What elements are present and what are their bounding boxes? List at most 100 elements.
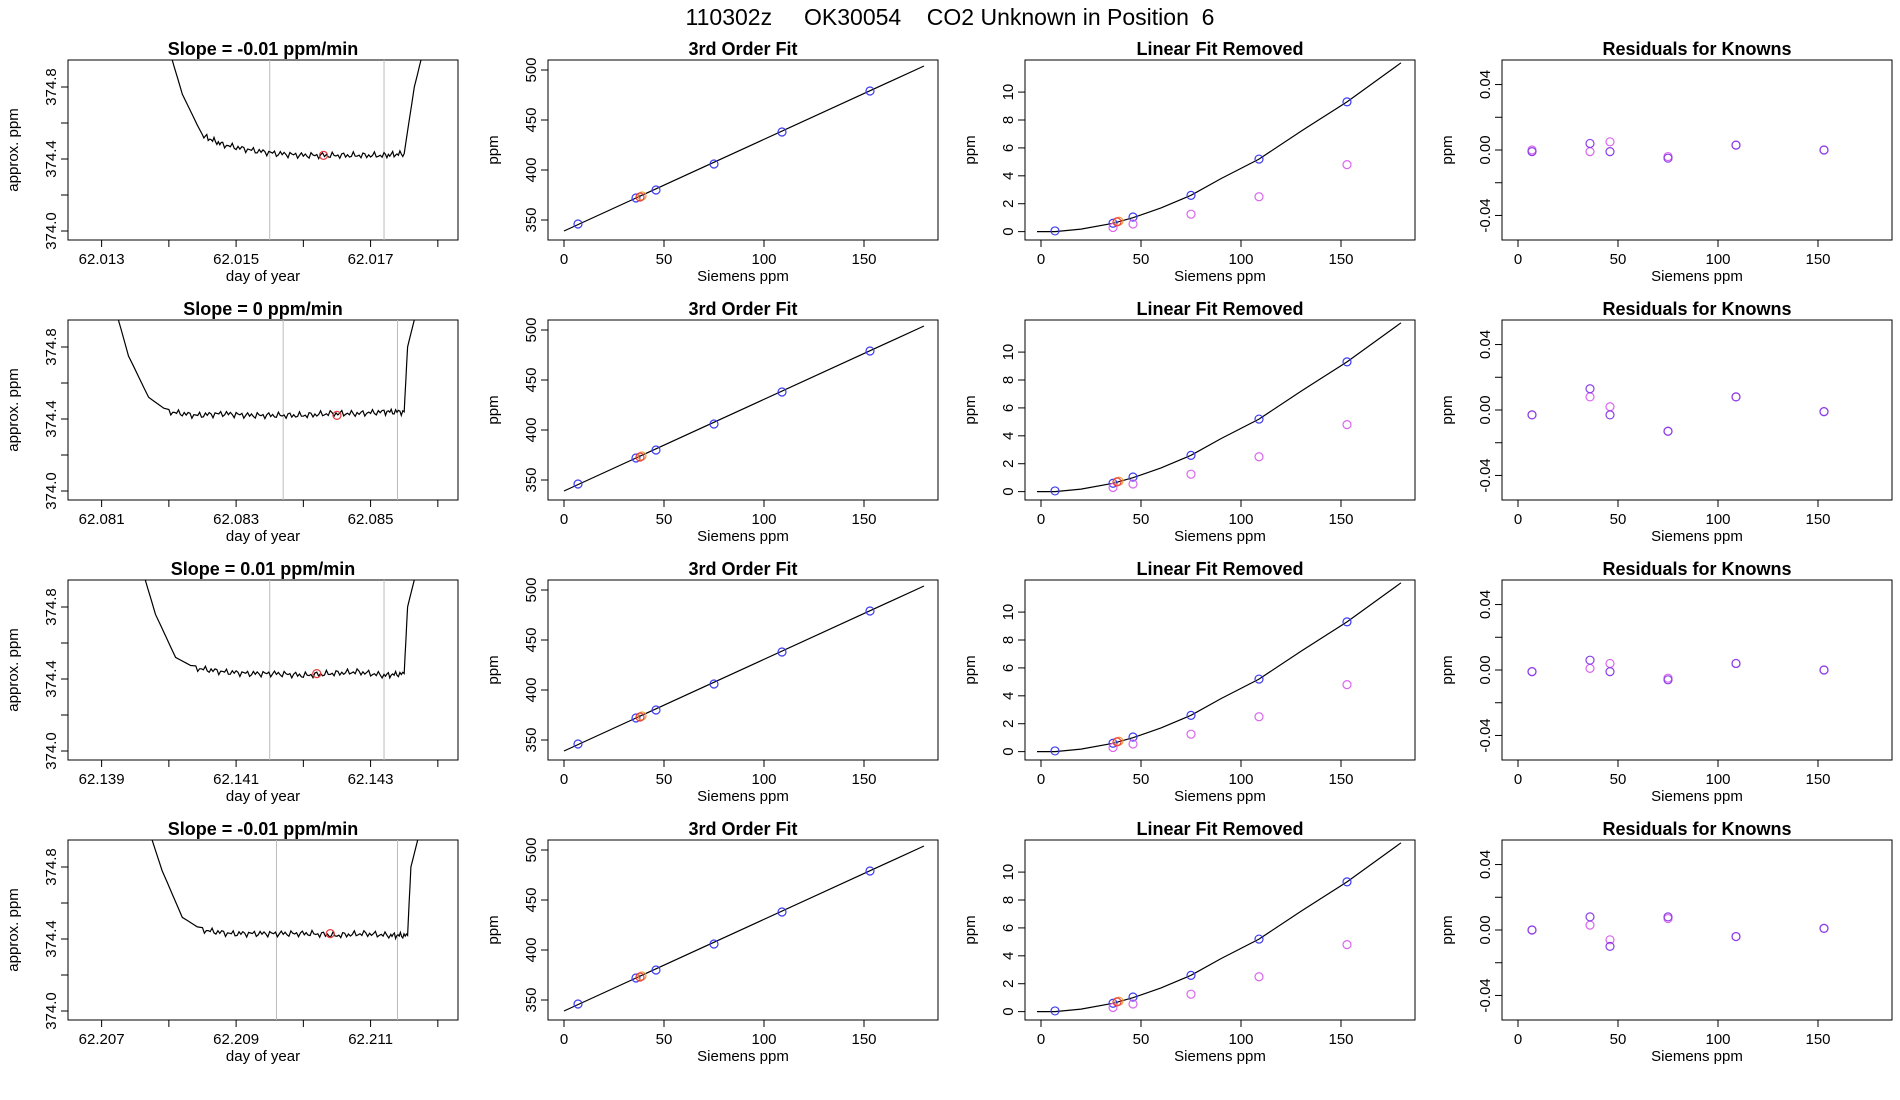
plot-frame [1501, 319, 1893, 501]
x-tick-label: 100 [1705, 251, 1730, 268]
data-point [1605, 658, 1615, 669]
fit-curve [1037, 582, 1402, 753]
x-tick-label: 62.143 [348, 771, 394, 788]
data-point [635, 712, 645, 722]
data-point [651, 965, 661, 975]
y-tick-label: 0 [1000, 1007, 1017, 1015]
y-tick-label: 450 [523, 627, 540, 652]
x-tick-label: 150 [1805, 771, 1830, 788]
x-tick-label: 100 [1228, 511, 1253, 528]
x-tick-label: 50 [1133, 251, 1150, 268]
data-point [1585, 147, 1595, 157]
x-tick-label: 62.017 [348, 251, 394, 268]
x-tick-label: 0 [560, 1031, 568, 1048]
data-point [1108, 478, 1118, 488]
chart-panel: Slope = 0 ppm/min 62.081 62.083 62.085 374.0… [5, 299, 459, 545]
y-axis-label: ppm [485, 915, 502, 944]
x-axis-label: Siemens ppm [697, 1048, 789, 1065]
series-line [151, 840, 419, 941]
data-point [1128, 999, 1138, 1009]
chart-title: Residuals for Knowns [1602, 819, 1791, 839]
plot-area [1037, 62, 1402, 236]
fit-line [563, 325, 925, 492]
page-title: 110302z OK30054 CO2 Unknown in Position … [685, 4, 1215, 30]
x-axis-label: Siemens ppm [1651, 1048, 1743, 1065]
y-tick-label: 374.0 [43, 472, 60, 510]
chart-panel: 3rd Order Fit 0 50 100 150 350 400 450 500 Siemen… [485, 559, 939, 805]
chart-panel: Residuals for Knowns 0 50 100 150 -0.04 0.00 0.… [1439, 559, 1893, 805]
data-point [1731, 931, 1741, 942]
data-point [573, 999, 583, 1009]
data-point [1527, 667, 1537, 677]
data-point [865, 346, 875, 356]
x-tick-label: 150 [851, 251, 876, 268]
data-point [1585, 655, 1595, 665]
plot-frame [67, 839, 459, 1021]
y-tick-label: 374.0 [43, 992, 60, 1030]
x-tick-label: 150 [851, 511, 876, 528]
data-point [1254, 934, 1264, 944]
data-point [1128, 219, 1138, 229]
chart-title: Linear Fit Removed [1136, 39, 1303, 59]
chart-panel: 3rd Order Fit 0 50 100 150 350 400 450 500 Siemen… [485, 819, 939, 1065]
x-tick-label: 0 [1037, 1031, 1045, 1048]
data-point [1731, 658, 1741, 669]
y-tick-label: 0.00 [1477, 655, 1494, 684]
y-tick-label: 8 [1000, 636, 1017, 644]
data-point [1254, 154, 1264, 164]
data-point [1819, 407, 1829, 417]
x-tick-label: 62.209 [213, 1031, 259, 1048]
y-axis-label: ppm [485, 135, 502, 164]
data-point [312, 668, 322, 679]
y-tick-label: 0 [1000, 487, 1017, 495]
data-point [635, 972, 645, 982]
y-axis-label: ppm [485, 395, 502, 424]
data-point [1108, 738, 1118, 748]
y-tick-label: 450 [523, 887, 540, 912]
y-axis-label: ppm [1439, 395, 1456, 424]
y-tick-label: -0.04 [1477, 718, 1494, 752]
x-tick-label: 150 [851, 771, 876, 788]
x-tick-label: 150 [1328, 771, 1353, 788]
data-point [777, 127, 787, 137]
x-axis-label: Siemens ppm [1651, 268, 1743, 285]
x-tick-label: 150 [1805, 1031, 1830, 1048]
data-point [1663, 912, 1673, 922]
y-tick-label: 0.00 [1477, 135, 1494, 164]
data-point [1050, 486, 1060, 496]
data-point [1128, 732, 1138, 742]
data-point [1342, 357, 1352, 367]
data-point [1186, 209, 1196, 219]
x-tick-label: 100 [1705, 511, 1730, 528]
x-tick-label: 0 [560, 251, 568, 268]
data-point [573, 219, 583, 229]
x-tick-label: 150 [1328, 511, 1353, 528]
plot-frame [547, 839, 939, 1021]
y-tick-label: 2 [1000, 460, 1017, 468]
y-tick-label: 450 [523, 367, 540, 392]
y-tick-label: 0.04 [1477, 850, 1494, 879]
data-point [1527, 925, 1537, 935]
y-tick-label: 374.4 [43, 140, 60, 178]
x-tick-label: 100 [751, 251, 776, 268]
y-axis-label: ppm [1439, 655, 1456, 684]
x-axis-label: Siemens ppm [697, 528, 789, 545]
y-tick-label: 6 [1000, 144, 1017, 152]
y-tick-label: 500 [523, 577, 540, 602]
data-point [651, 185, 661, 195]
x-tick-label: 0 [1514, 251, 1522, 268]
data-point [1050, 226, 1060, 236]
plot-area [144, 580, 415, 760]
plot-area [563, 325, 925, 492]
data-point [865, 866, 875, 876]
y-tick-label: 8 [1000, 376, 1017, 384]
x-tick-label: 150 [1328, 1031, 1353, 1048]
data-point [1585, 138, 1595, 149]
y-tick-label: -0.04 [1477, 198, 1494, 232]
data-point [1254, 674, 1264, 684]
x-tick-label: 50 [656, 511, 673, 528]
y-tick-label: 374.4 [43, 920, 60, 958]
data-point [1186, 989, 1196, 999]
x-axis-label: day of year [226, 1048, 300, 1065]
